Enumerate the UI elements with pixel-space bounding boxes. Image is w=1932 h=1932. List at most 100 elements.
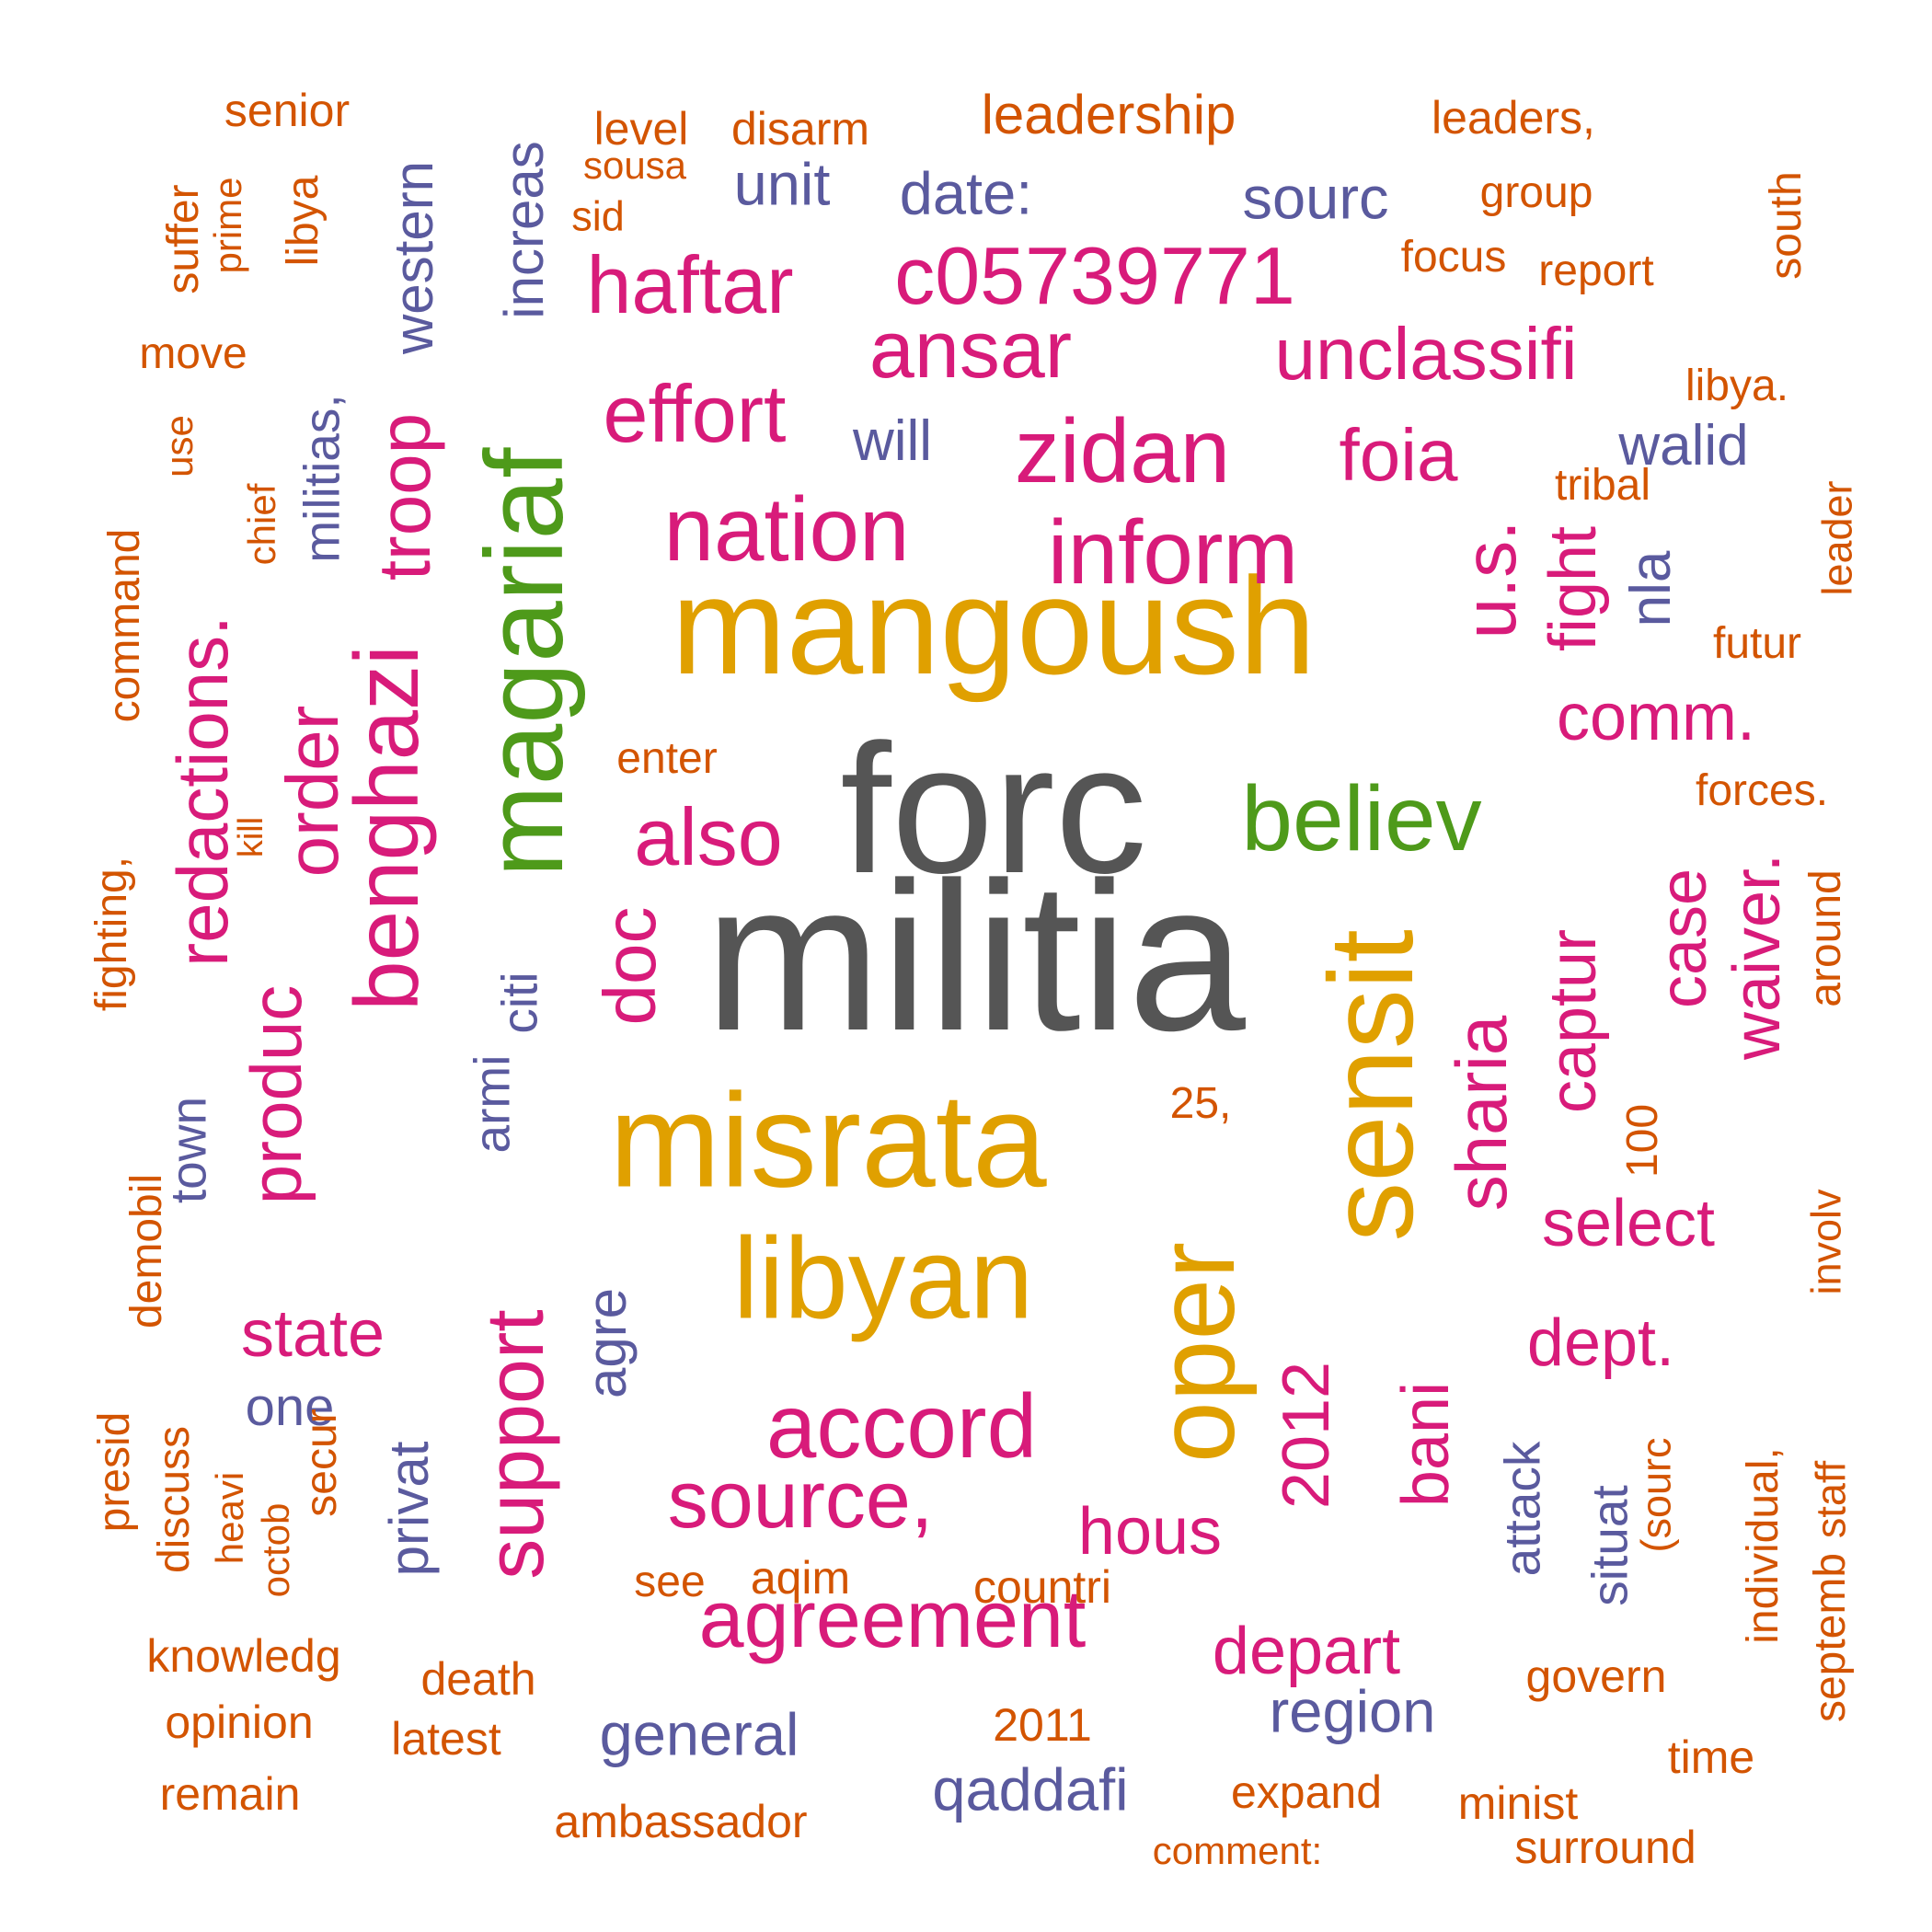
word-general: general (599, 1700, 799, 1768)
word-presid: presid (90, 1411, 139, 1533)
word-septemb: septemb (1806, 1552, 1855, 1723)
word-forces: forces. (1695, 766, 1829, 815)
word-100: 100 (1618, 1103, 1667, 1179)
word-date: date: (899, 159, 1033, 227)
word-depart: depart (1212, 1615, 1401, 1688)
word-minist: minist (1457, 1777, 1579, 1829)
word-leaders: leaders, (1432, 92, 1595, 144)
word-will: will (852, 409, 933, 473)
word-report: report (1538, 247, 1654, 295)
word-libyan: libyan (732, 1214, 1034, 1343)
word-libya: libya. (1685, 362, 1789, 410)
word-dept: dept. (1526, 1306, 1675, 1380)
word-captur: captur (1536, 928, 1610, 1114)
word-south: south (1762, 171, 1811, 280)
word-chief: chief (240, 483, 283, 566)
word-troop: troop (363, 412, 445, 581)
word-situat: situat (1581, 1485, 1639, 1606)
word-suffer: suffer (159, 184, 208, 294)
word-discuss: discuss (150, 1425, 199, 1574)
word-foia: foia (1339, 414, 1458, 496)
word-staff: staff (1807, 1460, 1855, 1539)
word-also: also (634, 791, 783, 882)
word-accord: accord (765, 1375, 1038, 1477)
word-sharia: sharia (1441, 1015, 1522, 1212)
word-sid: sid (571, 192, 625, 240)
word-use: use (157, 415, 201, 477)
word-support: support (469, 1309, 560, 1580)
word-tribal: tribal (1554, 461, 1651, 510)
word-bani: bani (1389, 1381, 1463, 1508)
word-mangoush: mangoush (671, 548, 1317, 703)
word-state: state (240, 1297, 385, 1371)
word-level: level (593, 103, 689, 155)
word-move: move (139, 329, 247, 378)
word-case: case (1647, 868, 1720, 1009)
word-demobil: demobil (122, 1173, 171, 1329)
word-magariaf: magariaf (463, 447, 586, 878)
word-aqim: aqim (750, 1552, 851, 1604)
word-sourc: (sourc (1632, 1437, 1680, 1553)
word-citi: citi (490, 972, 548, 1034)
word-govern: govern (1525, 1650, 1667, 1702)
word-time: time (1667, 1731, 1755, 1783)
word-nation: nation (663, 478, 910, 580)
word-leadership: leadership (981, 84, 1236, 145)
word-senior: senior (224, 85, 351, 136)
word-latest: latest (391, 1713, 501, 1765)
word-kill: kill (232, 816, 270, 858)
word-oper: oper (1134, 1241, 1258, 1464)
word-comm: comm. (1557, 681, 1755, 754)
word-walid: walid (1618, 414, 1749, 477)
word-u-s: u.s. (1449, 520, 1531, 639)
word-2012: 2012 (1270, 1361, 1343, 1510)
word-sousa: sousa (582, 144, 687, 187)
word-death: death (420, 1653, 536, 1705)
word-heavi: heavi (208, 1471, 251, 1565)
word-hous: hous (1077, 1495, 1223, 1569)
word-futur: futur (1712, 619, 1802, 668)
word-group: group (1479, 168, 1593, 217)
word-individual: individual, (1739, 1447, 1788, 1644)
word-doc: doc (589, 906, 671, 1026)
word-region: region (1269, 1677, 1436, 1745)
word-benghazi: benghazi (336, 645, 437, 1011)
word-unit: unit (733, 150, 831, 218)
word-misrata: misrata (609, 1065, 1047, 1215)
word-command: command (100, 528, 149, 723)
word-see: see (634, 1558, 706, 1606)
word-redactions: redactions. (162, 615, 243, 967)
word-increas: increas (493, 141, 555, 319)
word-knowledg: knowledg (146, 1630, 341, 1682)
word-haftar: haftar (586, 239, 794, 330)
word-believ: believ (1241, 767, 1482, 870)
word-fighting: fighting, (87, 856, 136, 1012)
word-privat: privat (378, 1441, 440, 1577)
word-2011: 2011 (993, 1699, 1092, 1751)
word-focus: focus (1400, 233, 1507, 282)
word-libya: libya (279, 175, 328, 267)
word-order: order (271, 705, 353, 878)
word-zidan: zidan (1014, 400, 1231, 501)
word-comment: comment: (1152, 1829, 1323, 1872)
word-fight: fight (1536, 525, 1610, 652)
word-remain: remain (159, 1768, 301, 1820)
word-secur: secur (297, 1409, 346, 1517)
word-octob: octob (254, 1502, 297, 1598)
word-countri: countri (972, 1561, 1112, 1613)
word-effort: effort (603, 368, 787, 459)
word-agreement: agreement (698, 1573, 1087, 1664)
word-prime: prime (206, 177, 249, 274)
word-leader: leader (1813, 480, 1861, 596)
word-ansar: ansar (868, 304, 1073, 395)
word-unclassifi: unclassifi (1274, 313, 1578, 395)
word-sensit: sensit (1304, 929, 1438, 1242)
word-ambassador: ambassador (554, 1796, 808, 1847)
word-around: around (1801, 869, 1850, 1007)
word-select: select (1541, 1187, 1716, 1260)
word-militias: militias, (293, 394, 351, 563)
word-source: source, (667, 1454, 934, 1545)
word-qaddafi: qaddafi (932, 1755, 1129, 1823)
word-c05739771: c05739771 (894, 230, 1295, 321)
